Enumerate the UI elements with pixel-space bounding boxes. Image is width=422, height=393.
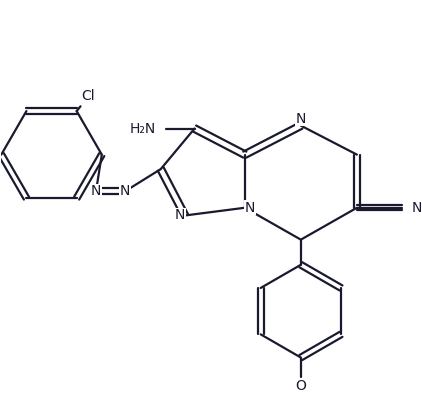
- Text: N: N: [296, 112, 306, 126]
- Text: Cl: Cl: [81, 89, 95, 103]
- Text: O: O: [295, 379, 306, 393]
- Text: N: N: [245, 201, 255, 215]
- Text: N: N: [120, 184, 130, 198]
- Text: H₂N: H₂N: [130, 121, 156, 136]
- Text: N: N: [91, 184, 101, 198]
- Text: N: N: [412, 201, 422, 215]
- Text: N: N: [175, 209, 185, 222]
